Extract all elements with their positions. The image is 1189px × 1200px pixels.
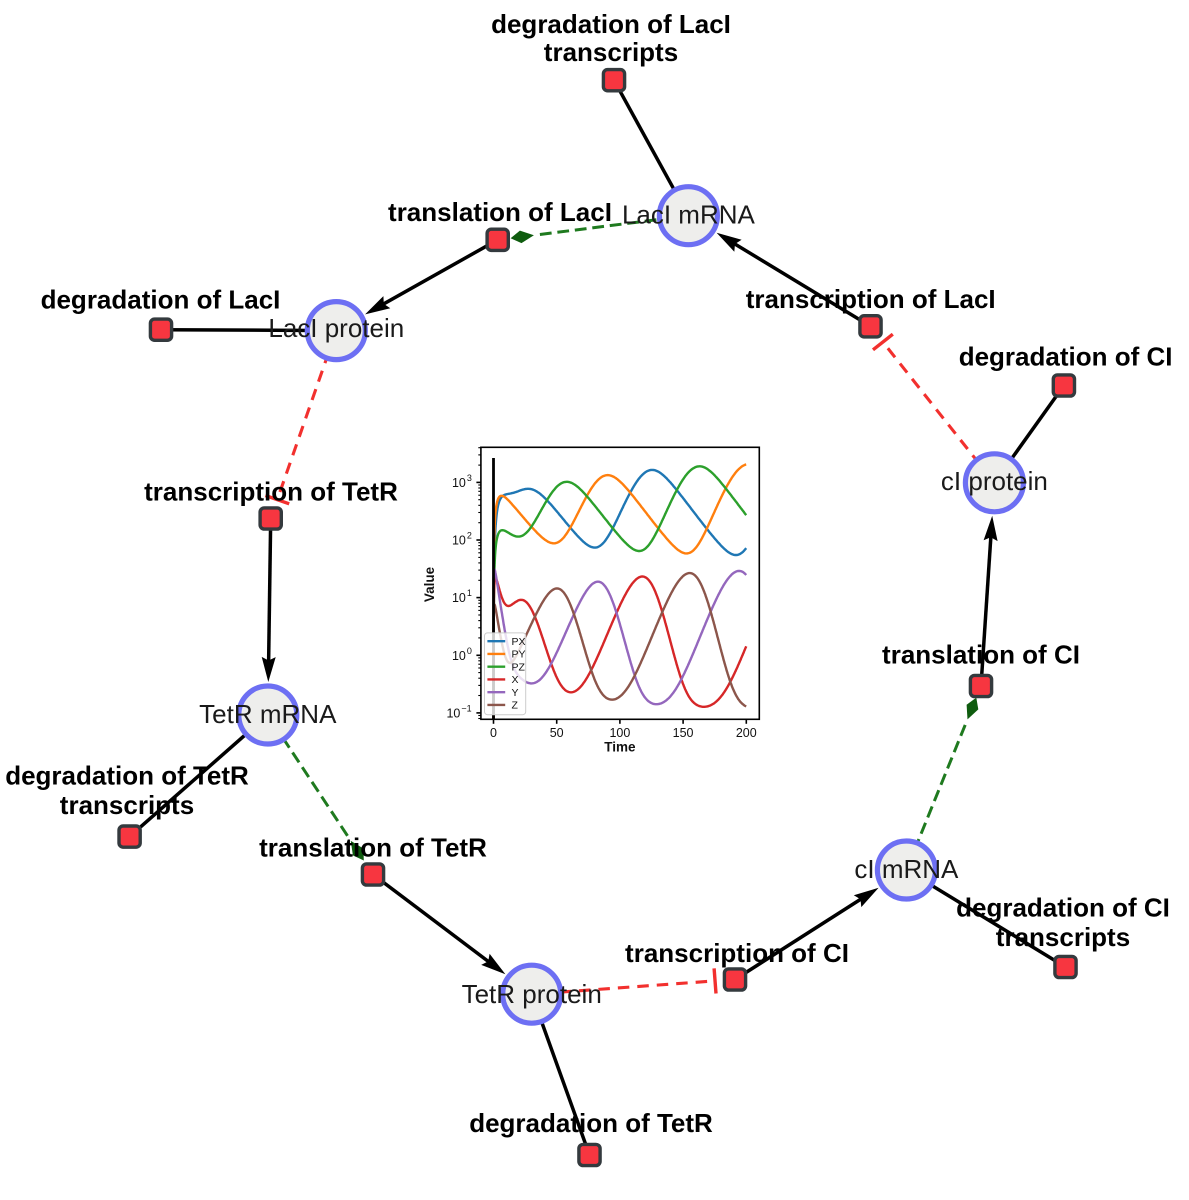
svg-text:10: 10 [452,534,466,548]
svg-text:Value: Value [422,566,437,602]
svg-text:degradation of LacI: degradation of LacI [491,9,731,39]
svg-text:2: 2 [467,531,472,541]
svg-text:10: 10 [452,591,466,605]
svg-text:50: 50 [550,726,564,740]
svg-text:PX: PX [512,636,526,648]
svg-text:LacI mRNA: LacI mRNA [622,200,756,230]
svg-text:transcription of CI: transcription of CI [625,938,849,968]
svg-text:degradation of CI: degradation of CI [959,342,1173,372]
svg-text:translation of TetR: translation of TetR [259,833,487,863]
svg-text:cI protein: cI protein [941,466,1048,496]
svg-text:transcripts: transcripts [60,790,194,820]
svg-text:Time: Time [604,740,636,755]
svg-text:PZ: PZ [512,662,526,674]
svg-text:X: X [512,674,519,686]
svg-text:TetR protein: TetR protein [462,979,602,1009]
svg-text:degradation of TetR: degradation of TetR [5,761,249,791]
svg-text:TetR mRNA: TetR mRNA [199,699,337,729]
svg-text:10: 10 [452,476,466,490]
svg-text:1: 1 [467,588,472,598]
svg-text:200: 200 [736,726,757,740]
svg-text:0: 0 [490,726,497,740]
svg-text:0: 0 [467,646,472,656]
svg-text:150: 150 [673,726,694,740]
svg-text:LacI protein: LacI protein [268,313,404,343]
svg-text:transcription of TetR: transcription of TetR [144,477,398,507]
svg-text:3: 3 [467,473,472,483]
svg-text:transcripts: transcripts [996,922,1130,952]
svg-text:cI mRNA: cI mRNA [854,854,959,884]
svg-text:degradation of LacI: degradation of LacI [41,285,281,315]
svg-text:Z: Z [512,700,519,712]
svg-text:translation of CI: translation of CI [882,640,1080,670]
svg-text:transcripts: transcripts [544,37,678,67]
svg-text:transcription of LacI: transcription of LacI [746,284,996,314]
svg-text:degradation of CI: degradation of CI [956,893,1170,923]
svg-text:Y: Y [512,687,519,699]
svg-text:10: 10 [446,706,460,720]
svg-text:100: 100 [609,726,630,740]
svg-text:−1: −1 [461,703,471,713]
svg-text:10: 10 [452,649,466,663]
svg-text:PY: PY [512,649,526,661]
svg-text:degradation of TetR: degradation of TetR [469,1108,713,1138]
svg-text:translation of LacI: translation of LacI [388,197,612,227]
